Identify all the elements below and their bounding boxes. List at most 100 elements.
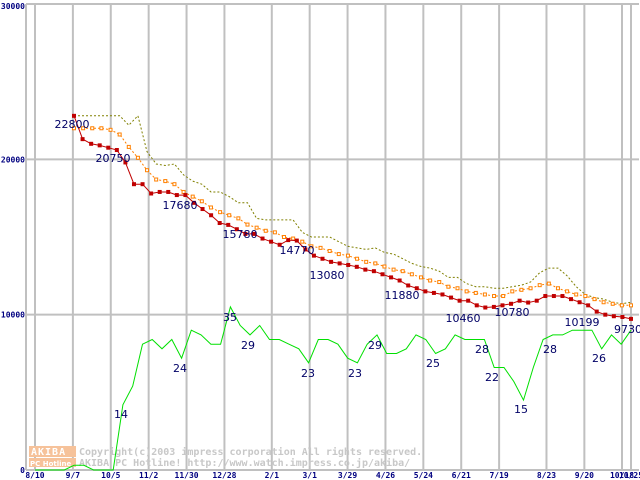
shops-data-label: 28 [475, 343, 489, 356]
avg-point [190, 194, 195, 199]
shops-data-label: 22 [485, 371, 499, 384]
avg-point [418, 275, 423, 280]
shops-data-label: 23 [301, 367, 315, 380]
avg-point [619, 303, 624, 308]
avg-point [482, 292, 487, 297]
min-point [534, 298, 539, 303]
min-point [406, 283, 411, 288]
min-point [294, 238, 299, 243]
x-tick-label: 7/19 [489, 471, 508, 480]
y-tick-label: 10000 [1, 311, 25, 320]
avg-point [282, 235, 287, 239]
min-point [183, 193, 188, 198]
avg-point [446, 284, 451, 289]
avg-point [227, 213, 232, 218]
avg-point [126, 144, 131, 149]
avg-point [583, 294, 588, 299]
avg-point [90, 126, 95, 131]
min-point [329, 259, 334, 264]
avg-point [555, 286, 560, 291]
avg-point [565, 289, 570, 294]
avg-point [601, 300, 606, 305]
min-data-label: 10460 [446, 312, 481, 325]
min-point [346, 262, 351, 267]
avg-point [336, 252, 341, 257]
x-tick-label: 3/29 [338, 471, 357, 480]
avg-point [291, 236, 296, 241]
avg-point [254, 225, 259, 230]
avg-point [172, 182, 177, 187]
y-axis-ticks: 0 10000 20000 30000 [1, 2, 25, 475]
min-point [140, 182, 145, 187]
min-point [303, 247, 308, 252]
avg-point [610, 301, 615, 306]
min-point [106, 145, 111, 150]
avg-point [409, 272, 414, 277]
min-point [277, 242, 282, 247]
min-point [603, 312, 608, 317]
avg-point [400, 269, 405, 274]
avg-point [574, 292, 579, 297]
x-tick-label: 11/30 [175, 471, 199, 480]
avg-point [501, 294, 506, 299]
min-point [397, 278, 402, 283]
shops-data-label: 28 [543, 343, 557, 356]
min-point [380, 272, 385, 277]
avg-point [72, 126, 76, 131]
avg-point [181, 189, 186, 194]
min-point [234, 227, 239, 232]
avg-point [218, 210, 223, 215]
min-point [440, 292, 445, 297]
avg-point [272, 230, 277, 235]
x-tick-label: 5/24 [414, 471, 433, 480]
min-data-label: 10199 [565, 316, 600, 329]
x-tick-label: 3/1 [302, 471, 317, 480]
avg-point [154, 177, 159, 182]
x-tick-label: 4/26 [376, 471, 395, 480]
min-point [577, 300, 582, 305]
x-tick-label: 6/21 [452, 471, 471, 480]
min-point [337, 261, 342, 266]
min-point [594, 309, 599, 314]
min-point [354, 264, 359, 269]
min-point [543, 294, 548, 299]
watermark-line-2: AKIBA PC Hotline! http://www.watch.impre… [79, 457, 410, 469]
min-point [586, 303, 591, 308]
avg-point [327, 248, 332, 253]
min-point [123, 160, 128, 165]
x-tick-label: 9/7 [66, 471, 81, 480]
shops-data-label: 35 [223, 311, 237, 324]
avg-point [519, 287, 524, 292]
x-tick-label: 10/18 [610, 471, 634, 480]
avg-point [528, 286, 533, 291]
min-point [526, 300, 531, 305]
min-point [97, 143, 102, 148]
min-point [414, 286, 419, 291]
min-point [209, 213, 214, 218]
avg-point [391, 267, 396, 272]
avg-point [510, 289, 515, 294]
min-point [243, 231, 248, 236]
min-point [569, 297, 574, 302]
min-point [72, 113, 76, 118]
avg-point [208, 205, 213, 210]
min-point [149, 191, 154, 196]
shops-data-label: 29 [368, 339, 382, 352]
x-tick-label: 8/10 [25, 471, 44, 480]
avg-point [135, 155, 140, 160]
min-point [491, 304, 496, 309]
min-point [517, 298, 522, 303]
min-point [500, 303, 505, 308]
avg-point [345, 253, 350, 258]
y-tick-label: 30000 [1, 2, 25, 11]
series-line-max [74, 114, 632, 305]
shops-data-label: 15 [514, 403, 528, 416]
avg-point [245, 222, 250, 227]
shops-data-label: 25 [426, 357, 440, 370]
x-tick-label: 10/5 [101, 471, 120, 480]
avg-point [473, 290, 478, 295]
data-labels: 22800 20750 17680 15780 14770 13080 11880 10460… [55, 118, 640, 421]
avg-point [117, 132, 122, 137]
avg-point [99, 126, 104, 131]
min-point [483, 305, 488, 310]
